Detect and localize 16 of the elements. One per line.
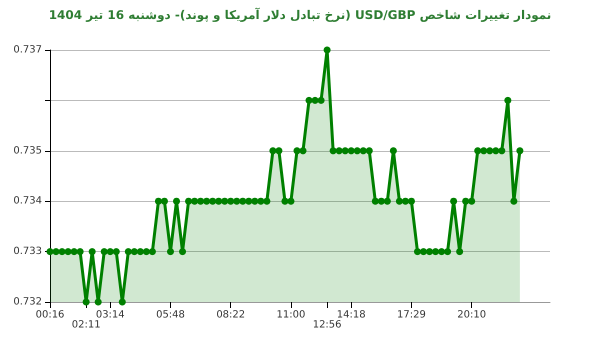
x-tick-label: 02:11 (72, 320, 101, 330)
x-tick-label: 11:00 (276, 310, 306, 320)
y-tick-label: 0.732 (13, 296, 42, 308)
x-tick-label: 05:48 (156, 310, 185, 320)
y-tick-label: 0.734 (13, 196, 42, 207)
y-tick-label: 0.735 (13, 145, 42, 156)
y-tick-label: 0.737 (13, 44, 42, 56)
y-tick-label: 0.733 (13, 246, 42, 258)
x-tick-label: 14:18 (336, 310, 366, 320)
chart-title: نمودار تغییرات شاخص USD/GBP (نرخ تبادل دلار آمریکا و پوند)- دوشنبه 16 تیر 1404 (48, 8, 552, 22)
x-tick-label: 08:22 (216, 310, 246, 320)
x-tick-label: 17:29 (397, 310, 426, 320)
x-tick-label: 03:14 (96, 310, 125, 320)
x-tick-label: 20:10 (457, 310, 486, 320)
x-tick-label: 00:16 (36, 310, 64, 320)
x-tick-label: 12:56 (312, 320, 342, 330)
